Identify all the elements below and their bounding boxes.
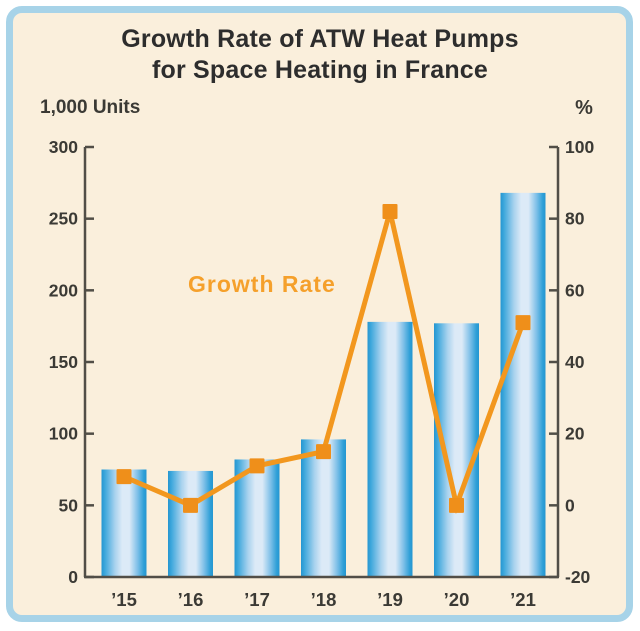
x-label-18: ’18 [311, 589, 337, 610]
chart-title-line2: for Space Heating in France [151, 56, 489, 84]
growth-rate-annotation: Growth Rate [188, 271, 336, 297]
right-tick-label--20: -20 [565, 567, 591, 587]
right-tick-label-80: 80 [565, 209, 585, 229]
growth-marker-21 [515, 315, 531, 331]
x-label-15: ’15 [111, 589, 137, 610]
x-label-17: ’17 [244, 589, 270, 610]
growth-marker-16 [183, 497, 198, 513]
left-tick-label-50: 50 [59, 495, 79, 515]
left-tick-label-150: 150 [49, 352, 78, 372]
bar-16 [168, 470, 213, 577]
bar-21 [500, 192, 546, 577]
bar-19 [367, 321, 413, 577]
x-label-19: ’19 [377, 589, 403, 610]
growth-marker-19 [382, 204, 398, 219]
chart-title-line1: Growth Rate of ATW Heat Pumps [121, 25, 519, 53]
left-tick-label-200: 200 [49, 280, 78, 300]
bar-17 [234, 459, 280, 577]
x-label-20: ’20 [444, 589, 470, 610]
growth-marker-17 [249, 458, 265, 474]
left-tick-label-0: 0 [68, 567, 78, 587]
right-tick-label-100: 100 [565, 137, 594, 157]
bar-18 [301, 439, 346, 577]
bar-20 [434, 323, 479, 577]
right-tick-label-40: 40 [565, 352, 585, 372]
right-tick-label-60: 60 [565, 280, 585, 300]
left-tick-label-250: 250 [49, 209, 78, 229]
chart-title: Growth Rate of ATW Heat Pumps for Space … [0, 24, 640, 86]
left-tick-label-300: 300 [49, 137, 78, 157]
x-label-16: ’16 [178, 589, 204, 610]
right-axis-unit-label: % [575, 97, 593, 119]
left-axis-unit-label: 1,000 Units [40, 97, 141, 118]
x-label-21: ’21 [510, 589, 536, 610]
right-tick-label-0: 0 [565, 495, 575, 515]
right-tick-label-20: 20 [565, 424, 585, 444]
growth-marker-15 [116, 469, 132, 485]
growth-marker-18 [316, 444, 331, 460]
growth-marker-20 [449, 497, 464, 513]
left-tick-label-100: 100 [49, 424, 78, 444]
bar-15 [101, 469, 147, 577]
